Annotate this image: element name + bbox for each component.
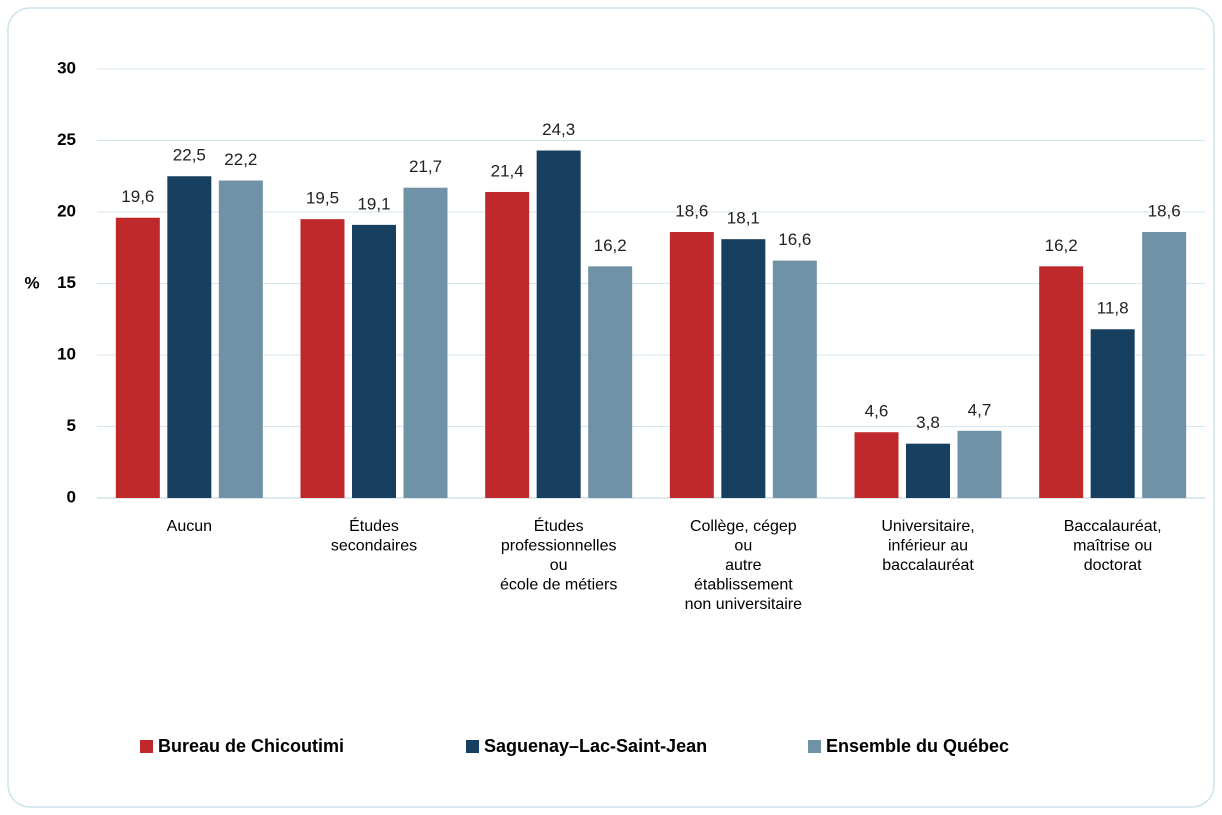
y-axis-label: % bbox=[24, 273, 39, 292]
value-label: 4,6 bbox=[865, 402, 889, 421]
x-tick-label: Baccalauréat, bbox=[1064, 518, 1162, 535]
x-tick-label: professionnelles bbox=[501, 538, 617, 555]
bar bbox=[352, 224, 396, 498]
value-label: 18,6 bbox=[1148, 202, 1181, 221]
legend-swatch bbox=[808, 740, 821, 753]
y-tick-label: 30 bbox=[57, 58, 76, 77]
y-tick-label: 10 bbox=[57, 344, 76, 363]
bar bbox=[485, 191, 530, 499]
x-tick-label: baccalauréat bbox=[882, 557, 974, 574]
bar bbox=[167, 176, 212, 498]
x-tick-label: inférieur au bbox=[888, 538, 968, 555]
legend-label: Ensemble du Québec bbox=[826, 736, 1009, 756]
value-label: 21,4 bbox=[491, 161, 524, 180]
bar bbox=[854, 432, 899, 498]
x-tick-label: école de métiers bbox=[500, 577, 617, 594]
legend-label: Bureau de Chicoutimi bbox=[158, 736, 344, 756]
x-tick-label: maîtrise ou bbox=[1073, 538, 1152, 555]
legend-swatch bbox=[466, 740, 479, 753]
x-tick-label: Aucun bbox=[167, 518, 212, 535]
bar bbox=[669, 232, 714, 498]
value-label: 22,2 bbox=[224, 150, 257, 169]
y-tick-label: 0 bbox=[67, 487, 76, 506]
value-label: 18,6 bbox=[675, 202, 708, 221]
bar bbox=[772, 260, 817, 498]
bar bbox=[1142, 232, 1187, 498]
value-label: 18,1 bbox=[727, 209, 760, 228]
bar bbox=[906, 443, 950, 498]
value-label: 19,6 bbox=[121, 187, 154, 206]
bar bbox=[957, 430, 1002, 498]
legend-label: Saguenay–Lac-Saint-Jean bbox=[484, 736, 707, 756]
bar bbox=[1090, 329, 1135, 498]
bar bbox=[588, 266, 633, 498]
x-tick-label: Universitaire, bbox=[881, 518, 974, 535]
bar bbox=[536, 150, 581, 498]
x-tick-label: établissement bbox=[694, 577, 793, 594]
x-tick-label: Collège, cégep bbox=[690, 518, 797, 535]
x-tick-label: ou bbox=[550, 557, 568, 574]
x-tick-label: Études bbox=[349, 516, 399, 535]
x-tick-label: non universitaire bbox=[685, 596, 803, 613]
bar bbox=[721, 239, 766, 499]
legend-swatch bbox=[140, 740, 153, 753]
y-tick-label: 20 bbox=[57, 201, 76, 220]
value-label: 11,8 bbox=[1097, 299, 1129, 318]
x-tick-label: ou bbox=[734, 538, 752, 555]
value-label: 16,2 bbox=[1045, 236, 1078, 255]
y-tick-label: 15 bbox=[57, 273, 76, 292]
value-label: 22,5 bbox=[173, 146, 206, 165]
value-label: 19,5 bbox=[306, 189, 339, 208]
bar bbox=[218, 180, 263, 499]
bar bbox=[300, 219, 345, 498]
bar bbox=[1039, 266, 1084, 498]
value-label: 19,1 bbox=[357, 194, 390, 213]
value-label: 3,8 bbox=[916, 413, 940, 432]
x-tick-label: autre bbox=[725, 557, 762, 574]
y-tick-label: 25 bbox=[57, 130, 76, 149]
value-label: 16,2 bbox=[594, 236, 627, 255]
value-label: 4,7 bbox=[968, 400, 992, 419]
value-label: 16,6 bbox=[778, 230, 811, 249]
bar bbox=[403, 187, 448, 498]
x-tick-label: secondaires bbox=[331, 538, 417, 555]
x-tick-label: Études bbox=[534, 516, 584, 535]
value-label: 21,7 bbox=[409, 157, 442, 176]
y-tick-label: 5 bbox=[67, 416, 76, 435]
bar bbox=[115, 217, 160, 498]
x-tick-label: doctorat bbox=[1084, 557, 1142, 574]
value-label: 24,3 bbox=[542, 120, 575, 139]
